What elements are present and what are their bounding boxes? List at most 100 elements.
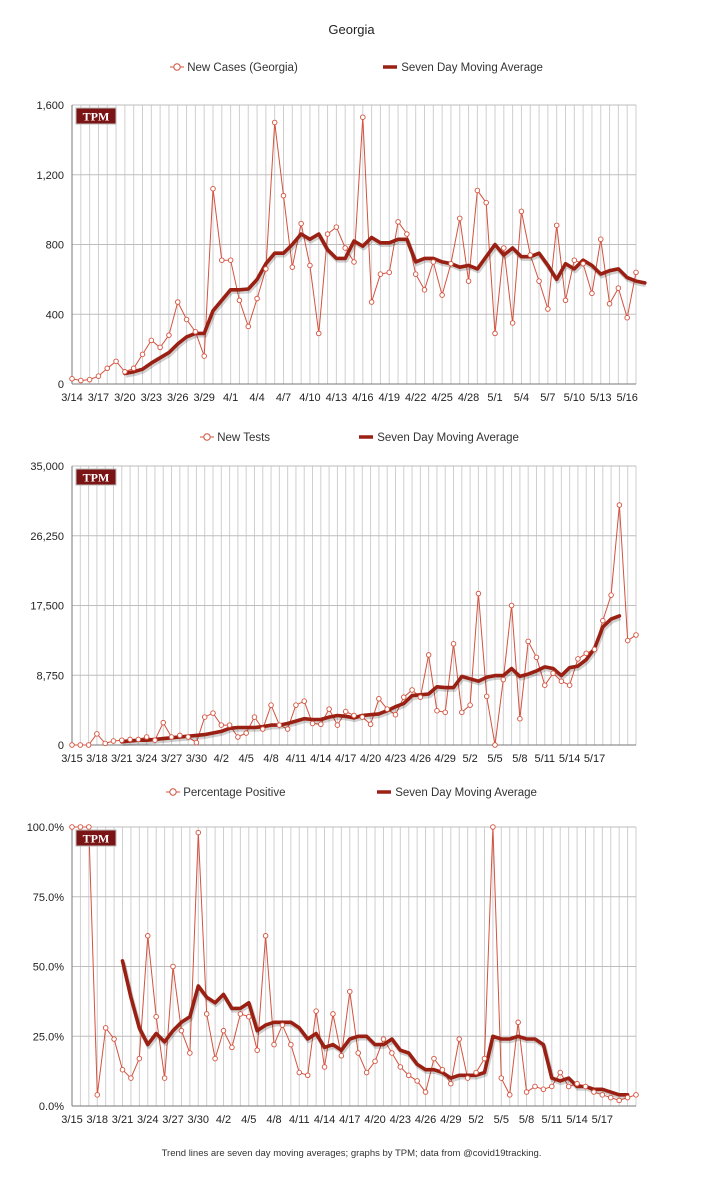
- data-point: [229, 1044, 235, 1051]
- data-point: [525, 638, 531, 645]
- chart-new-tests: 0 8,750 17,500 26,250 35,000 3/15 3/18 3/21 3/24…: [30, 461, 639, 765]
- x-tick-label: 4/28: [458, 392, 479, 404]
- x-tick-label: 3/23: [141, 392, 162, 404]
- y-tick-label: 25.0%: [33, 1031, 64, 1043]
- data-point: [246, 1013, 252, 1020]
- data-point: [542, 682, 548, 688]
- data-point: [506, 1092, 513, 1098]
- data-point: [615, 285, 622, 291]
- x-tick-label: 5/1: [487, 392, 502, 404]
- data-point: [430, 259, 437, 265]
- legend-label-raw: New Cases (Georgia): [187, 62, 298, 74]
- data-point: [483, 199, 489, 206]
- x-tick-label: 4/23: [385, 753, 406, 765]
- data-point: [545, 306, 551, 312]
- data-point: [549, 1083, 555, 1090]
- data-point: [119, 737, 125, 743]
- x-tick-label: 5/7: [540, 392, 555, 404]
- y-tick-label: 1,600: [36, 100, 64, 112]
- x-tick-label: 4/11: [286, 753, 307, 765]
- tpm-logo-box: [75, 829, 117, 847]
- legend-item-raw: New Tests: [200, 432, 270, 444]
- data-point: [122, 369, 128, 375]
- x-tick-label: 3/17: [88, 392, 109, 404]
- data-point: [574, 1080, 580, 1087]
- data-point: [562, 297, 569, 304]
- data-point: [301, 698, 307, 704]
- x-tick-label: 3/29: [193, 392, 214, 404]
- tpm-logo-text: TPM: [83, 110, 110, 124]
- data-point: [533, 654, 540, 661]
- data-point: [412, 271, 419, 277]
- y-tick-label: 50.0%: [33, 962, 64, 974]
- data-point: [608, 592, 614, 598]
- tpm-logo: TPM: [75, 107, 117, 125]
- x-tick-label: 5/11: [534, 753, 555, 765]
- data-point: [475, 590, 482, 597]
- data-point: [448, 260, 454, 267]
- data-point: [523, 1089, 530, 1095]
- data-point: [245, 323, 251, 330]
- x-tick-label: 3/15: [61, 753, 82, 765]
- raw-points: [69, 502, 639, 748]
- x-tick-label: 3/24: [136, 753, 157, 765]
- circle-marker-icon: [170, 63, 184, 71]
- data-point: [583, 650, 589, 657]
- data-point: [425, 652, 432, 658]
- data-point: [201, 353, 207, 359]
- circle-marker-icon: [166, 788, 180, 796]
- x-tick-label: 3/14: [61, 392, 82, 404]
- data-point: [338, 1053, 345, 1059]
- x-tick-label: 4/8: [266, 1114, 281, 1126]
- x-tick-label: 5/17: [584, 753, 605, 765]
- y-tick-label: 35,000: [30, 461, 64, 473]
- data-point: [377, 271, 384, 277]
- y-tick-label: 75.0%: [33, 892, 64, 904]
- y-tick-label: 0.0%: [39, 1101, 64, 1113]
- tpm-logo: TPM: [75, 468, 117, 486]
- x-tick-label: 3/27: [161, 753, 182, 765]
- data-point: [571, 257, 578, 263]
- data-point: [130, 365, 137, 372]
- data-point: [318, 721, 324, 728]
- y-axis: 0.0% 25.0% 50.0% 75.0% 100.0%: [27, 822, 636, 1113]
- data-point: [557, 1069, 563, 1076]
- data-point: [580, 260, 586, 267]
- circle-marker-icon: [200, 433, 214, 441]
- thick-line-icon: [377, 790, 391, 794]
- data-point: [589, 290, 595, 297]
- legend-item-raw: New Cases (Georgia): [170, 62, 298, 74]
- data-point: [606, 301, 613, 307]
- data-point: [161, 1075, 168, 1081]
- data-point: [508, 602, 515, 609]
- data-point: [279, 1022, 286, 1028]
- data-point: [550, 670, 556, 677]
- x-tick-label: 4/29: [435, 753, 456, 765]
- x-tick-label: 4/5: [241, 1114, 256, 1126]
- data-point: [422, 1089, 429, 1095]
- data-point: [210, 185, 216, 192]
- data-point: [177, 732, 183, 739]
- data-point: [500, 676, 507, 683]
- data-point: [289, 264, 296, 270]
- data-point: [326, 706, 332, 712]
- tpm-logo: TPM: [75, 829, 117, 847]
- data-point: [527, 252, 534, 258]
- data-point: [263, 266, 269, 272]
- data-point: [591, 646, 598, 653]
- data-point: [260, 726, 266, 732]
- x-tick-label: 3/18: [86, 753, 107, 765]
- data-point: [598, 236, 604, 243]
- data-point: [236, 297, 243, 304]
- x-tick-label: 4/19: [379, 392, 400, 404]
- legend-label-raw: New Tests: [217, 432, 271, 444]
- data-point: [498, 1075, 505, 1081]
- data-point: [148, 337, 155, 344]
- data-point: [119, 1066, 126, 1073]
- x-tick-label: 3/30: [188, 1114, 209, 1126]
- data-point: [128, 1075, 134, 1081]
- data-point: [409, 687, 415, 693]
- x-tick-label: 5/14: [566, 1114, 587, 1126]
- x-tick-label: 4/26: [415, 1114, 436, 1126]
- data-point: [575, 656, 581, 662]
